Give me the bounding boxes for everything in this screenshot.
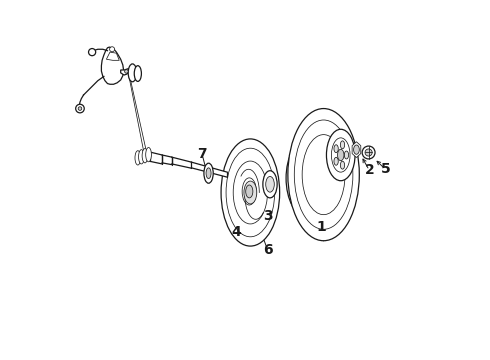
Ellipse shape — [134, 66, 142, 81]
Text: 3: 3 — [264, 209, 273, 223]
Polygon shape — [106, 52, 119, 60]
Ellipse shape — [266, 176, 274, 192]
Ellipse shape — [139, 150, 144, 164]
Ellipse shape — [135, 151, 141, 165]
Circle shape — [362, 146, 375, 159]
Circle shape — [75, 104, 84, 113]
Ellipse shape — [263, 171, 277, 198]
Ellipse shape — [204, 163, 213, 183]
Text: 1: 1 — [317, 220, 327, 234]
Circle shape — [89, 49, 96, 56]
Polygon shape — [150, 152, 162, 164]
Circle shape — [124, 69, 128, 73]
Polygon shape — [121, 68, 128, 75]
Ellipse shape — [238, 170, 261, 213]
Ellipse shape — [128, 64, 137, 82]
Ellipse shape — [142, 149, 148, 163]
Ellipse shape — [233, 161, 268, 224]
Circle shape — [110, 47, 115, 52]
Ellipse shape — [288, 109, 359, 241]
Text: 5: 5 — [381, 162, 390, 176]
Ellipse shape — [354, 145, 359, 154]
Text: 2: 2 — [365, 163, 374, 177]
Circle shape — [78, 107, 82, 111]
Text: 4: 4 — [231, 225, 241, 239]
Ellipse shape — [326, 129, 355, 181]
Polygon shape — [101, 47, 123, 84]
Text: 7: 7 — [197, 147, 207, 161]
Ellipse shape — [146, 148, 151, 162]
Ellipse shape — [286, 139, 329, 217]
Ellipse shape — [244, 181, 257, 204]
Circle shape — [365, 149, 372, 156]
Polygon shape — [172, 157, 192, 168]
Ellipse shape — [221, 139, 280, 246]
Polygon shape — [352, 142, 361, 157]
Ellipse shape — [334, 145, 338, 153]
Ellipse shape — [341, 161, 344, 169]
Ellipse shape — [338, 149, 344, 161]
Ellipse shape — [245, 185, 253, 198]
Ellipse shape — [341, 141, 344, 149]
Polygon shape — [162, 155, 172, 165]
Text: 6: 6 — [263, 243, 272, 257]
Polygon shape — [192, 162, 227, 177]
Ellipse shape — [206, 168, 211, 179]
Ellipse shape — [344, 151, 348, 159]
Ellipse shape — [334, 157, 338, 165]
